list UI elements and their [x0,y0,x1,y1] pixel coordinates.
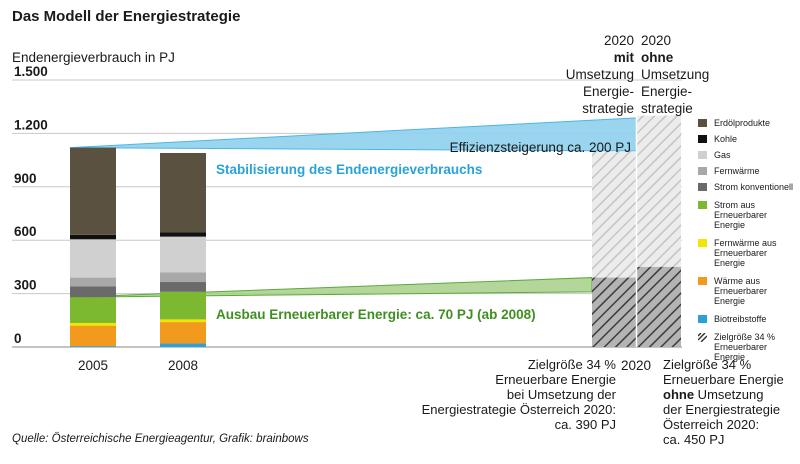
bar-segment-waerme_ee-2008 [160,322,206,344]
legend-item-erdoel: Erdölprodukte [698,118,798,128]
bar-segment-kohle-2008 [160,232,206,237]
legend-swatch [698,135,707,143]
legend: Erdölprodukte Kohle Gas Fernwärme Strom konv… [698,118,798,362]
bar-segment-fernwaerme-2005 [70,277,116,287]
legend-label: Zielgröße 34 % Erneuerbarer Energie [714,332,776,362]
target-renewable-mit [592,277,636,347]
x-tick-label: 2008 [168,358,198,373]
legend-item-gas: Gas [698,150,798,160]
legend-swatch [698,119,707,127]
legend-item-fernwaerme_ee: Fernwärme aus Erneuerbarer Energie [698,238,798,268]
bar-segment-gas-2008 [160,236,206,273]
legend-swatch [698,277,707,285]
legend-item-fernwaerme: Fernwärme [698,166,798,176]
bar-segment-fernwaerme-2008 [160,272,206,283]
bar-segment-strom_konv-2005 [70,286,116,298]
legend-label: Kohle [714,134,738,144]
legend-item-bio: Biotreibstoffe [698,314,798,324]
legend-label: Erdölprodukte [714,118,771,128]
y-tick-label: 300 [14,278,37,293]
bar-segment-bio-2005 [70,346,116,347]
legend-label: Fernwärme [714,166,760,176]
bar-segment-gas-2005 [70,239,116,278]
targets-2020 [592,111,681,347]
legend-swatch [698,167,707,175]
x-tick-label: 2005 [78,358,108,373]
target-renewable-ohne [637,266,681,347]
legend-item-target: Zielgröße 34 % Erneuerbarer Energie [698,332,798,362]
legend-item-waerme_ee: Wärme aus Erneuerbarer Energie [698,276,798,306]
bar-segment-erdoel-2005 [70,147,116,235]
column-head-mit: 2020 mit Umsetzung Energie- strategie [565,33,634,116]
annotation-ausbau: Ausbau Erneuerbarer Energie: ca. 70 PJ (… [216,307,536,322]
y-tick-label: 600 [14,224,37,239]
y-tick-label: 1.200 [14,117,48,132]
bar-segment-fernwaerme_ee-2005 [70,322,116,326]
legend-item-strom_ee: Strom aus Erneuerbarer Energie [698,200,798,230]
bar-segment-bio-2008 [160,343,206,347]
legend-swatch [698,201,707,209]
bar-segment-fernwaerme_ee-2008 [160,319,206,323]
column-head-ohne: 2020 ohne Umsetzung Energie- strategie [641,33,710,116]
y-tick-label: 900 [14,171,37,186]
bars [70,147,206,347]
bar-segment-waerme_ee-2005 [70,325,116,347]
legend-label: Strom konventionell [714,182,794,192]
y-axis-label: Endenergieverbrauch in PJ [12,50,175,65]
legend-label: Fernwärme aus Erneuerbarer Energie [714,238,777,268]
legend-swatch [698,183,707,191]
x-tick-label-2020: 2020 [621,358,651,373]
hatch-icon [698,333,707,342]
annotation-stabilisierung: Stabilisierung des Endenergieverbrauchs [216,162,482,177]
legend-label: Wärme aus Erneuerbarer Energie [714,276,768,306]
target-total-ohne [637,115,681,267]
bar-segment-strom_ee-2005 [70,297,116,323]
bar-segment-kohle-2005 [70,234,116,240]
annotation-effizienz: Effizienzsteigerung ca. 200 PJ [450,140,631,155]
labels: 0 300 600 900 1.200 1.500 2005 2008 2020 Effizien… [14,64,651,373]
legend-item-kohle: Kohle [698,134,798,144]
source-note: Quelle: Österreichische Energieagentur, … [12,433,309,445]
y-tick-label: 0 [14,331,22,346]
legend-label: Strom aus Erneuerbarer Energie [714,200,768,230]
legend-item-strom_konv: Strom konventionell [698,182,798,192]
y-tick-label: 1.500 [14,64,48,79]
legend-swatch [698,239,707,247]
legend-swatch [698,151,707,159]
target-note-mit: Zielgröße 34 % Erneuerbare Energie bei U… [421,357,616,432]
bar-segment-strom_ee-2008 [160,291,206,320]
chart-title: Das Modell der Energiestrategie [12,8,241,25]
target-total-mit [592,151,636,278]
bar-segment-erdoel-2008 [160,152,206,233]
legend-swatch [698,315,707,323]
legend-label: Gas [714,150,731,160]
bar-segment-strom_konv-2008 [160,282,206,292]
renewable-band [69,277,593,298]
target-note-ohne: Zielgröße 34 % Erneuerbare Energie ohne … [663,357,784,447]
legend-label: Biotreibstoffe [714,314,767,324]
